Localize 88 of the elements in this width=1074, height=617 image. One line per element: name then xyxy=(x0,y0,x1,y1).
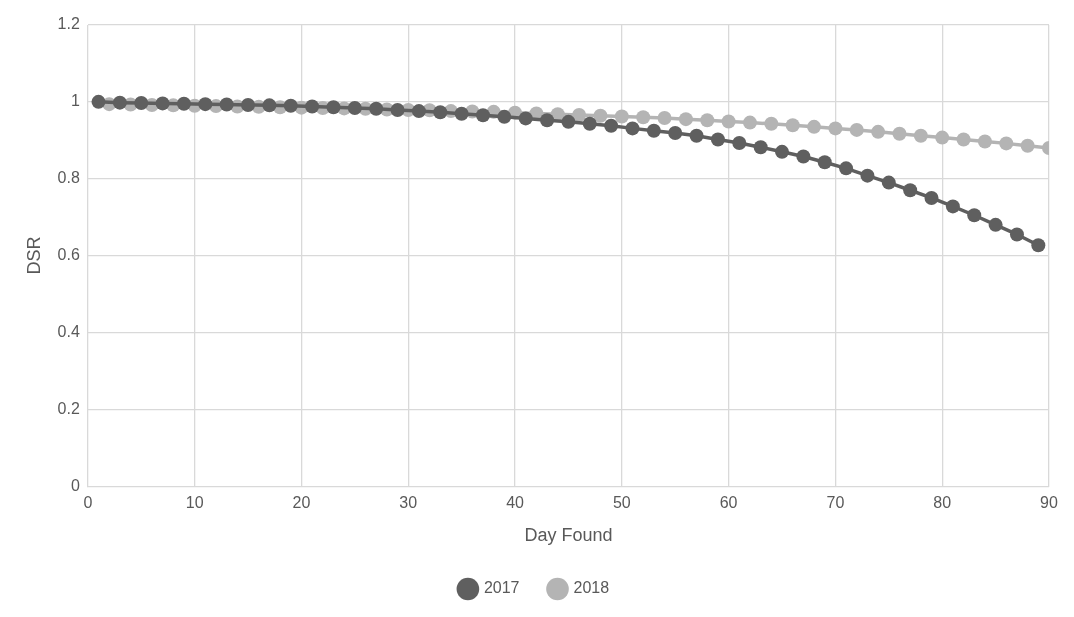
point xyxy=(155,96,170,111)
point xyxy=(913,128,928,143)
point xyxy=(198,97,213,112)
x-axis-title: Day Found xyxy=(524,525,613,546)
point xyxy=(732,135,747,150)
x-tick-label: 60 xyxy=(719,494,738,512)
point xyxy=(988,217,1003,232)
x-tick-label: 70 xyxy=(826,494,845,512)
x-tick-label: 50 xyxy=(612,494,631,512)
point xyxy=(764,116,779,131)
point xyxy=(807,119,822,134)
point xyxy=(91,94,106,109)
point xyxy=(604,118,619,133)
point xyxy=(540,113,555,128)
point xyxy=(433,105,448,120)
x-tick-label: 40 xyxy=(506,494,525,512)
point xyxy=(176,96,191,111)
point xyxy=(411,104,426,119)
point xyxy=(657,111,672,126)
x-tick-label: 80 xyxy=(933,494,952,512)
point xyxy=(1020,138,1035,153)
point xyxy=(839,161,854,176)
y-tick-label: 0.6 xyxy=(57,246,80,264)
point xyxy=(518,111,533,126)
point xyxy=(775,144,790,159)
point xyxy=(721,114,736,129)
y-axis-title: DSR xyxy=(23,236,44,275)
point xyxy=(977,134,992,149)
point xyxy=(636,110,651,125)
point xyxy=(753,140,768,155)
point xyxy=(945,199,960,214)
point xyxy=(967,208,982,223)
point xyxy=(582,116,597,131)
x-tick-label: 0 xyxy=(83,494,93,512)
point xyxy=(1031,238,1046,253)
point xyxy=(497,109,512,124)
x-tick-label: 90 xyxy=(1040,494,1058,512)
point xyxy=(892,126,907,141)
point xyxy=(817,155,832,170)
point xyxy=(689,128,704,143)
x-tick-label: 10 xyxy=(185,494,204,512)
point xyxy=(561,114,576,129)
y-tick-label: 0.2 xyxy=(57,399,80,417)
point xyxy=(849,122,864,137)
y-tick-label: 0 xyxy=(70,476,80,494)
y-tick-label: 0.8 xyxy=(57,169,80,187)
point xyxy=(283,98,298,113)
point xyxy=(454,106,469,121)
legend-label: 2018 xyxy=(573,579,610,597)
point xyxy=(614,109,629,124)
point xyxy=(326,100,341,115)
point xyxy=(700,113,715,128)
point xyxy=(593,108,608,123)
point xyxy=(710,132,725,147)
point xyxy=(646,123,661,138)
point xyxy=(796,149,811,164)
point xyxy=(305,99,320,114)
x-tick-label: 20 xyxy=(292,494,311,512)
point xyxy=(881,175,896,190)
x-tick-label: 30 xyxy=(399,494,418,512)
point xyxy=(956,132,971,147)
point xyxy=(860,168,875,183)
point xyxy=(871,124,886,139)
point xyxy=(1009,227,1024,242)
point xyxy=(241,97,256,112)
point xyxy=(678,112,693,127)
point xyxy=(742,115,757,130)
legend-label: 2017 xyxy=(483,579,520,597)
point xyxy=(924,190,939,205)
point xyxy=(390,102,405,117)
y-tick-label: 0.4 xyxy=(57,322,80,340)
point xyxy=(828,121,843,136)
point xyxy=(935,130,950,145)
point xyxy=(999,136,1014,151)
point xyxy=(134,96,149,111)
point xyxy=(572,107,587,122)
point xyxy=(262,98,277,113)
point xyxy=(347,101,362,116)
point xyxy=(785,118,800,133)
y-tick-label: 1 xyxy=(70,92,80,110)
y-tick-label: 1.2 xyxy=(57,15,80,33)
point xyxy=(903,183,918,198)
point xyxy=(475,108,490,123)
point xyxy=(112,95,127,110)
point xyxy=(668,126,683,140)
point xyxy=(625,121,640,136)
point xyxy=(369,101,384,116)
point xyxy=(219,97,234,112)
